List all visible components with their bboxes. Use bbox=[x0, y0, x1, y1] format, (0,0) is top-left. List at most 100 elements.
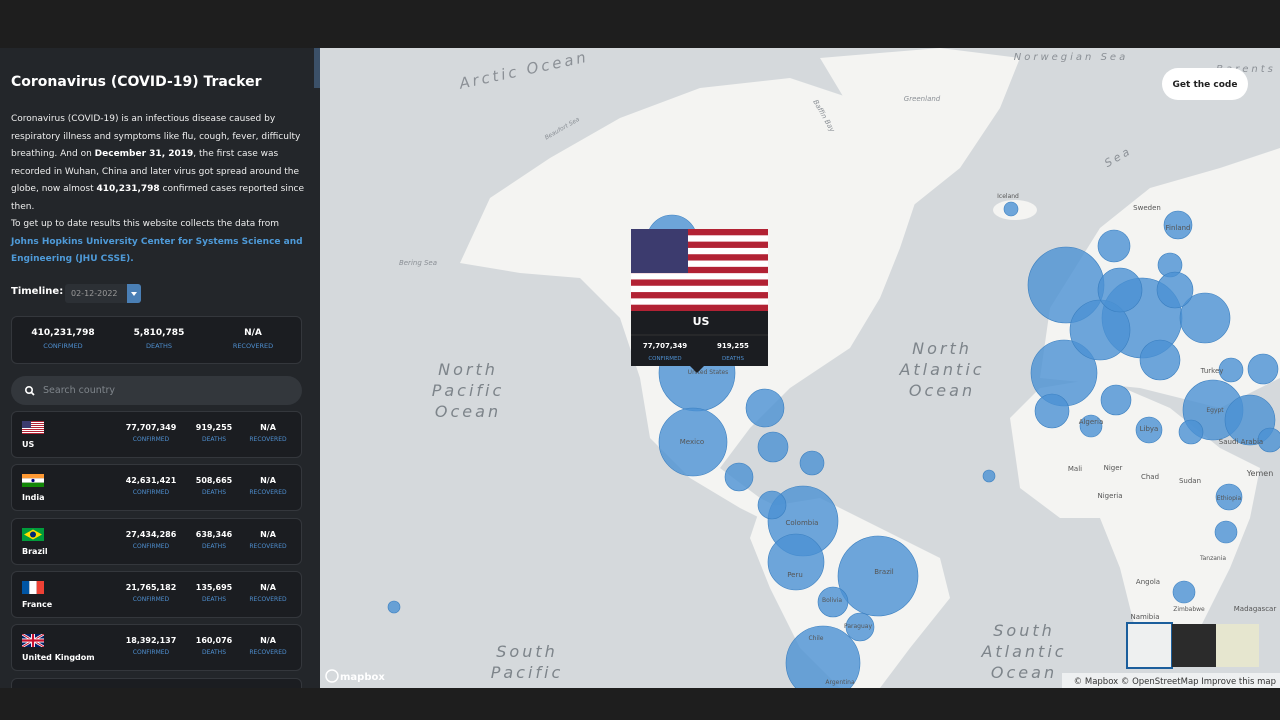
map-label: Chile bbox=[808, 635, 823, 642]
source: To get up to date results this website c… bbox=[11, 216, 305, 269]
ocean-label: South bbox=[993, 621, 1055, 640]
stripe bbox=[631, 304, 768, 311]
case-bubble bbox=[1069, 299, 1131, 361]
f bbox=[22, 634, 44, 648]
case-bubble bbox=[1135, 416, 1163, 444]
f bbox=[22, 423, 44, 424]
date-input[interactable]: 02-12-2022 bbox=[65, 284, 141, 303]
case-bubble bbox=[817, 586, 849, 618]
country-recovered: N/A bbox=[260, 423, 276, 432]
case-bubble bbox=[757, 490, 787, 520]
case-bubble bbox=[1179, 292, 1231, 344]
case-bubble bbox=[1215, 483, 1243, 511]
popup-deaths: 919,255 bbox=[717, 342, 749, 350]
country-card[interactable]: India 42,631,421 CONFIRMED 508,665 DEATHS N/A… bbox=[11, 464, 302, 512]
map-label: Greenland bbox=[904, 95, 941, 103]
ocean-label: Pacific bbox=[491, 663, 564, 682]
map[interactable]: North Pacific Ocean North Atlantic Ocean South… bbox=[320, 48, 1280, 688]
country-recovered: N/A bbox=[260, 529, 276, 539]
popup[interactable]: US 77,707,349 919,255 CONFIRMED DEATHS bbox=[631, 229, 768, 373]
f bbox=[22, 433, 44, 434]
stat: 135,695 DEATHS bbox=[184, 583, 244, 603]
stat: 77,707,349 CONFIRMED bbox=[121, 423, 181, 443]
popup-label: DEATHS bbox=[722, 356, 745, 362]
country-card[interactable]: United Kingdom 18,392,137 CONFIRMED 160,076… bbox=[11, 624, 302, 672]
label: RECOVERED bbox=[232, 342, 274, 350]
label: RECOVERED bbox=[249, 436, 287, 443]
stripe bbox=[631, 266, 768, 274]
f bbox=[29, 580, 37, 594]
label: CONFIRMED bbox=[132, 595, 170, 603]
country-deaths: 919,255 bbox=[195, 423, 233, 432]
case-bubble bbox=[1097, 267, 1143, 313]
country-card[interactable]: US 77,707,349 CONFIRMED 919,255 DEATHS N/A REC… bbox=[11, 411, 302, 458]
map-label: Nigeria bbox=[1097, 492, 1122, 500]
stripe bbox=[631, 279, 768, 286]
country-card[interactable]: France 21,765,182 CONFIRMED 135,695 DEATHS N/… bbox=[11, 570, 302, 618]
label: DEATHS bbox=[201, 595, 227, 603]
map-label: Barents bbox=[1216, 64, 1276, 75]
map-label: Bolivia bbox=[822, 597, 842, 604]
case-bubble bbox=[1163, 210, 1193, 240]
country-name: Brazil bbox=[22, 546, 48, 556]
stat: 42,631,421 CONFIRMED bbox=[121, 476, 181, 496]
ocean-label: Ocean bbox=[991, 663, 1057, 682]
case-bubble bbox=[724, 462, 754, 492]
attribution[interactable]: © Mapbox © OpenStreetMap Improve this ma… bbox=[1074, 677, 1276, 687]
text: , the first case was recorded in Wuhan, … bbox=[11, 149, 300, 195]
label: CONFIRMED bbox=[132, 489, 170, 497]
bubbles bbox=[387, 201, 1280, 688]
label: RECOVERED bbox=[249, 649, 287, 657]
date-dropdown[interactable] bbox=[127, 284, 141, 303]
style-switcher[interactable] bbox=[1126, 622, 1259, 669]
get-code-button[interactable]: Get the code bbox=[1162, 68, 1248, 100]
map-label: Paraguay bbox=[844, 623, 872, 630]
f bbox=[22, 427, 44, 428]
title: Coronavirus (COVID-19) Tracker bbox=[11, 74, 262, 90]
f bbox=[22, 425, 44, 426]
map-label: Ethiopia bbox=[1217, 495, 1242, 502]
map-label: Sweden bbox=[1133, 204, 1161, 212]
flag-shape bbox=[22, 580, 44, 594]
link[interactable]: Johns Hopkins University Center for Syst… bbox=[11, 236, 303, 265]
scrollbar[interactable] bbox=[314, 48, 320, 88]
case-bubble bbox=[1034, 393, 1070, 429]
totals-card: 410,231,798 CONFIRMED 5,810,785 DEATHS N/A… bbox=[11, 316, 302, 364]
button-label: Get the code bbox=[1173, 80, 1238, 90]
ocean-label: Atlantic bbox=[980, 642, 1066, 661]
flag bbox=[22, 634, 44, 648]
case-bubble bbox=[757, 431, 789, 463]
search-box[interactable]: Search country bbox=[11, 376, 302, 405]
case-bubble bbox=[745, 388, 785, 428]
map-label: Saudi Arabia bbox=[1219, 438, 1263, 446]
map-label: Egypt bbox=[1206, 407, 1224, 414]
country-name: US bbox=[22, 440, 35, 449]
label: DEATHS bbox=[145, 342, 173, 350]
stat: N/A RECOVERED bbox=[238, 583, 298, 603]
map-label: Angola bbox=[1136, 578, 1160, 586]
case-bubble bbox=[1097, 229, 1131, 263]
case-bubble bbox=[1214, 520, 1238, 544]
stat: 508,665 DEATHS bbox=[184, 476, 244, 496]
case-bubble bbox=[1218, 357, 1244, 383]
label: RECOVERED bbox=[249, 595, 287, 603]
map-label: Brazil bbox=[874, 568, 894, 576]
country-confirmed: 77,707,349 bbox=[125, 423, 177, 432]
stat: 919,255 DEATHS bbox=[184, 423, 244, 443]
mapbox-logo: mapbox bbox=[340, 672, 385, 683]
stat: 160,076 DEATHS bbox=[184, 636, 244, 656]
f bbox=[31, 479, 35, 483]
map-label: Sudan bbox=[1179, 477, 1201, 485]
map-label: Madagascar bbox=[1234, 605, 1277, 613]
popup-confirmed: 77,707,349 bbox=[643, 342, 687, 350]
label: CONFIRMED bbox=[132, 436, 170, 443]
case-bubble bbox=[982, 469, 996, 483]
country-card[interactable] bbox=[11, 677, 302, 688]
map-label: Colombia bbox=[786, 519, 819, 527]
ocean-label: South bbox=[496, 642, 558, 661]
map-label: Chad bbox=[1141, 473, 1159, 481]
country-card[interactable]: Brazil 27,434,286 CONFIRMED 638,346 DEATHS N/… bbox=[11, 517, 302, 565]
case-bubble bbox=[1156, 271, 1194, 309]
case-bubble bbox=[1247, 353, 1279, 385]
